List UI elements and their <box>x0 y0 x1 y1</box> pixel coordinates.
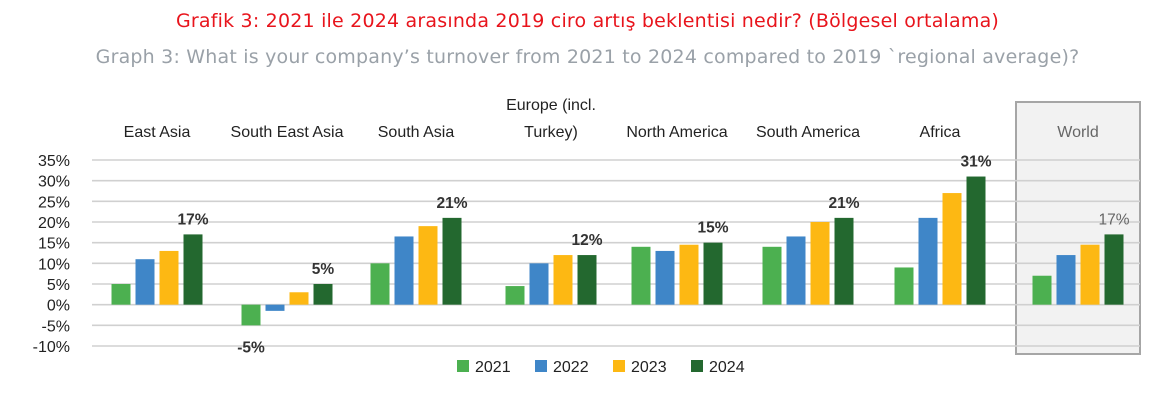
data-label: 21% <box>436 195 467 212</box>
bar-2022 <box>655 250 675 305</box>
bar-2021 <box>1032 275 1052 305</box>
y-tick-label: -5% <box>42 318 70 335</box>
data-label: -5% <box>237 339 265 356</box>
bar-2024 <box>183 234 203 305</box>
y-tick-label: -10% <box>33 339 70 356</box>
region-label: North America <box>626 124 727 141</box>
region-label: World <box>1057 124 1099 141</box>
chart-title-turkish: Grafik 3: 2021 ile 2024 arasında 2019 ci… <box>175 10 1000 32</box>
region-label: South East Asia <box>231 124 344 141</box>
data-label: 17% <box>177 211 208 228</box>
region-label: Turkey) <box>524 124 578 141</box>
legend-swatch-2022 <box>535 360 547 372</box>
bar-2022 <box>265 304 285 311</box>
y-tick-label: 10% <box>38 256 70 273</box>
bar-2023 <box>679 244 699 305</box>
bar-2024 <box>1104 234 1124 305</box>
data-label: 5% <box>312 261 335 278</box>
data-label: 21% <box>828 195 859 212</box>
y-tick-label: 20% <box>38 215 70 232</box>
bar-2024 <box>442 217 462 305</box>
bar-2021 <box>631 246 651 305</box>
y-tick-label: 15% <box>38 236 70 253</box>
y-tick-label: 0% <box>47 298 70 315</box>
region-label: South Asia <box>378 124 455 141</box>
bar-2023 <box>289 292 309 305</box>
bar-2022 <box>918 217 938 305</box>
bar-2021 <box>505 286 525 305</box>
y-tick-label: 5% <box>47 277 70 294</box>
y-tick-label: 30% <box>38 174 70 191</box>
data-label: 15% <box>697 220 728 237</box>
bar-2021 <box>762 246 782 305</box>
region-label: Europe (incl. <box>506 97 596 114</box>
bar-2021 <box>894 267 914 305</box>
bar-2024 <box>834 217 854 305</box>
bar-2024 <box>966 176 986 305</box>
bar-2022 <box>1056 255 1076 305</box>
legend-label: 2024 <box>709 359 745 376</box>
world-panel-highlight <box>1015 101 1141 355</box>
legend-label: 2022 <box>553 359 589 376</box>
bar-2022 <box>394 236 414 305</box>
bar-2022 <box>135 259 155 305</box>
bar-2021 <box>111 284 131 305</box>
region-label: Africa <box>920 124 961 141</box>
legend-label: 2023 <box>631 359 667 376</box>
bar-2024 <box>313 284 333 305</box>
bar-2023 <box>418 226 438 305</box>
bar-2023 <box>553 255 573 305</box>
y-tick-label: 35% <box>38 153 70 170</box>
data-label: 31% <box>960 154 991 171</box>
y-tick-label: 25% <box>38 194 70 211</box>
bar-2022 <box>529 263 549 305</box>
region-label: East Asia <box>124 124 191 141</box>
region-label: South America <box>756 124 860 141</box>
bar-2023 <box>159 250 179 305</box>
data-label: 12% <box>571 232 602 249</box>
bar-2021 <box>370 263 390 305</box>
bar-2023 <box>1080 244 1100 305</box>
legend-swatch-2021 <box>457 360 469 372</box>
bar-2024 <box>577 255 597 305</box>
legend-swatch-2024 <box>691 360 703 372</box>
data-label: 17% <box>1098 211 1129 228</box>
bar-2023 <box>942 193 962 305</box>
legend-swatch-2023 <box>613 360 625 372</box>
bar-2023 <box>810 222 830 305</box>
chart-title-english: Graph 3: What is your company’s turnover… <box>95 46 1080 68</box>
bar-2021 <box>241 304 261 326</box>
bar-2024 <box>703 242 723 305</box>
legend-label: 2021 <box>475 359 511 376</box>
bar-2022 <box>786 236 806 305</box>
